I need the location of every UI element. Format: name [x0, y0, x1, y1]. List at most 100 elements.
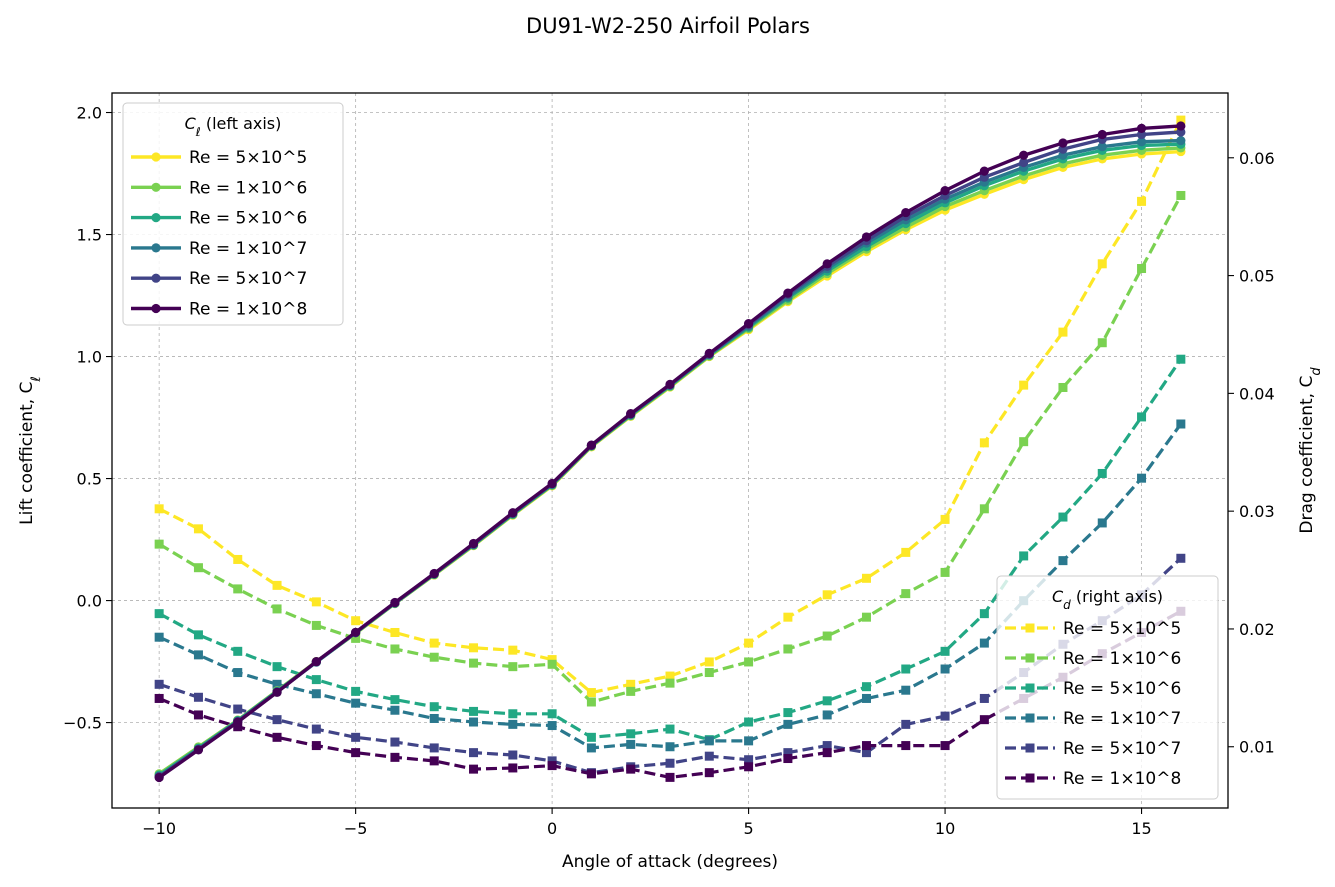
cl-legend-marker: [151, 152, 161, 162]
cd-point: [429, 638, 439, 648]
cd-legend-box: [996, 575, 1219, 800]
cl-legend-label: Re = 5×10^6: [189, 209, 307, 229]
cl-point: [1136, 137, 1147, 147]
cd-point: [1019, 551, 1029, 561]
cd-legend-title-symbol: C: [1052, 587, 1064, 606]
cd-point: [1176, 190, 1186, 200]
chart-title: DU91-W2-250 Airfoil Polars: [526, 14, 810, 38]
cl-point: [940, 186, 950, 196]
cl-point: [154, 772, 164, 783]
cd-point: [704, 768, 714, 778]
cd-point: [665, 742, 675, 752]
cd-point: [390, 627, 400, 637]
cd-point: [704, 736, 714, 746]
left-y-axis-label: Lift coefficient, Cℓ: [17, 376, 44, 525]
cd-legend-marker: [1025, 773, 1035, 783]
cd-point: [979, 693, 989, 703]
cd-point: [469, 717, 479, 727]
cd-point: [1097, 259, 1107, 269]
cd-point: [193, 692, 203, 702]
cd-point: [586, 732, 596, 742]
cd-point: [469, 643, 479, 653]
cd-point: [822, 696, 832, 706]
cl-point: [822, 259, 832, 269]
cd-point: [979, 609, 989, 619]
cd-point: [979, 504, 989, 514]
cl-point: [743, 319, 754, 329]
cl-legend-title: Cℓ (left axis): [185, 114, 282, 139]
right-y-axis-label-text: Drag coefficient, C: [1297, 376, 1317, 534]
cl-legend-label: Re = 1×10^8: [189, 300, 307, 320]
cl-legend-label: Re = 5×10^5: [189, 148, 307, 168]
cd-legend-label: Re = 5×10^5: [1063, 619, 1181, 639]
cd-point: [940, 646, 950, 656]
cd-point: [311, 675, 321, 685]
cd-point: [429, 652, 439, 662]
cd-point: [822, 741, 832, 751]
cd-point: [547, 721, 557, 731]
cd-point: [429, 702, 439, 712]
cd-legend-label: Re = 5×10^7: [1063, 739, 1181, 759]
cd-point: [861, 612, 871, 622]
x-tick-label: 15: [1131, 819, 1151, 838]
cd-point: [665, 671, 675, 681]
cd-point: [390, 644, 400, 654]
cd-point: [233, 584, 243, 594]
cd-point: [1097, 468, 1107, 478]
cd-point: [154, 609, 164, 619]
cd-point: [665, 724, 675, 734]
left-y-axis-label-subscript: ℓ: [29, 376, 44, 382]
cd-point: [547, 659, 557, 669]
cd-point: [1058, 327, 1068, 337]
left-y-tick-label: 2.0: [77, 104, 102, 123]
cd-point: [704, 657, 714, 667]
cd-point: [822, 748, 832, 758]
cd-point: [783, 719, 793, 729]
cl-point: [665, 379, 675, 389]
cd-legend-title-subscript: d: [1063, 598, 1071, 612]
right-y-axis-label: Drag coefficient, Cd: [1297, 367, 1324, 534]
cd-point: [547, 756, 557, 766]
cd-point: [508, 750, 518, 760]
cd-legend-marker: [1025, 713, 1035, 723]
cd-point: [783, 644, 793, 654]
right-y-axis-ticks: 0.01 0.02 0.03 0.04 0.05 0.06: [1228, 149, 1275, 757]
cd-point: [547, 709, 557, 719]
cd-point: [508, 763, 518, 773]
cl-point: [547, 478, 557, 489]
cd-point: [626, 679, 636, 689]
cl-legend-label: Re = 5×10^7: [189, 269, 307, 289]
cd-point: [1176, 419, 1186, 429]
cd-point: [154, 632, 164, 642]
cd-point: [783, 748, 793, 758]
cd-point: [1097, 338, 1107, 348]
cd-point: [940, 664, 950, 674]
cd-point: [351, 732, 361, 742]
cd-legend: Cd (right axis) Re = 5×10^5Re = 1×10^6Re…: [996, 575, 1219, 800]
cd-point: [665, 758, 675, 768]
cd-point: [1137, 264, 1147, 274]
left-y-tick-label: 0.5: [77, 470, 102, 489]
cd-point: [547, 655, 557, 665]
cd-point: [1176, 553, 1186, 563]
right-y-tick-label: 0.04: [1239, 384, 1275, 403]
cd-point: [1137, 196, 1147, 206]
cd-point: [272, 732, 282, 742]
cl-point: [390, 597, 400, 608]
cd-point: [586, 743, 596, 753]
cd-point: [311, 741, 321, 751]
cl-point: [626, 409, 636, 419]
cl-point: [901, 207, 911, 218]
left-y-tick-label: 1.0: [77, 348, 102, 367]
x-tick-label: 0: [547, 819, 557, 838]
cd-point: [469, 658, 479, 668]
cl-point: [1019, 150, 1029, 160]
cl-legend-title-subscript: ℓ: [195, 125, 201, 139]
right-y-tick-label: 0.06: [1239, 149, 1275, 168]
cd-point: [390, 737, 400, 747]
left-y-tick-label: −0.5: [63, 714, 102, 733]
cl-legend-marker: [151, 213, 161, 223]
cd-point: [508, 645, 518, 655]
cd-legend-marker: [1025, 743, 1035, 753]
